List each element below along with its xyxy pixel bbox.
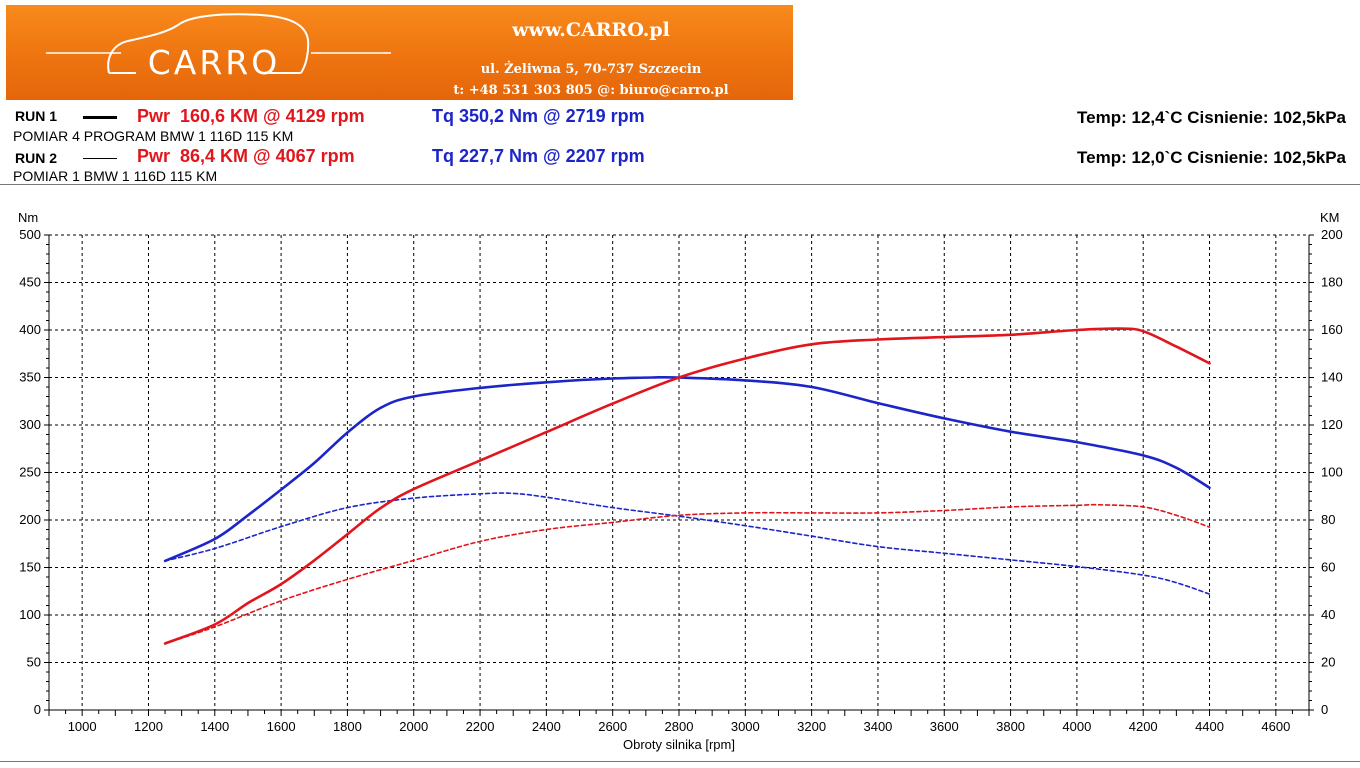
run-1-torque: Tq 350,2 Nm @ 2719 rpm: [432, 106, 645, 126]
run-1-description: POMIAR 4 PROGRAM BMW 1 116D 115 KM: [13, 128, 294, 144]
run-2-conditions: Temp: 12,0`C Cisnienie: 102,5kPa: [1077, 148, 1346, 167]
y-right-tick-label: 100: [1321, 465, 1343, 480]
y-left-tick-label: 50: [27, 655, 41, 670]
x-tick-label: 3600: [930, 719, 959, 734]
y-right-tick-label: 20: [1321, 655, 1335, 670]
y-right-tick-label: 60: [1321, 560, 1335, 575]
run-2-line-key: [83, 158, 117, 159]
y-left-tick-label: 450: [19, 275, 41, 290]
y-right-tick-label: 0: [1321, 702, 1328, 717]
x-tick-label: 4200: [1129, 719, 1158, 734]
run-1-power: Pwr 160,6 KM @ 4129 rpm: [137, 106, 365, 126]
x-tick-label: 1200: [134, 719, 163, 734]
y-left-tick-label: 300: [19, 417, 41, 432]
y-right-tick-label: 120: [1321, 417, 1343, 432]
y-right-tick-label: 140: [1321, 370, 1343, 385]
x-tick-label: 4000: [1062, 719, 1091, 734]
logo-text: CARRO: [148, 43, 280, 82]
series-run-2-pwr: [164, 503, 1211, 645]
y-left-tick-label: 0: [34, 702, 41, 717]
run-2-label: RUN 2: [15, 150, 58, 166]
y-right-tick-label: 180: [1321, 275, 1343, 290]
x-tick-label: 1000: [68, 719, 97, 734]
site-url: www.CARRO.pl: [512, 19, 670, 41]
x-tick-label: 1600: [267, 719, 296, 734]
header-separator: [0, 184, 1360, 185]
x-tick-label: 1800: [333, 719, 362, 734]
x-tick-label: 2600: [598, 719, 627, 734]
run-1-conditions: Temp: 12,4`C Cisnienie: 102,5kPa: [1077, 108, 1346, 127]
y-left-tick-label: 350: [19, 370, 41, 385]
y-left-tick-label: 500: [19, 227, 41, 242]
run-2-torque: Tq 227,7 Nm @ 2207 rpm: [432, 146, 645, 166]
y-right-tick-label: 200: [1321, 227, 1343, 242]
y-right-tick-label: 160: [1321, 322, 1343, 337]
x-tick-label: 3200: [797, 719, 826, 734]
x-tick-label: 3400: [863, 719, 892, 734]
dyno-chart: 1000 1200 1400 1600 1800 2000 2200 2400 2600 2800…: [18, 210, 1343, 752]
x-tick-label: 2400: [532, 719, 561, 734]
carro-logo: CARRO: [46, 13, 391, 82]
x-tick-label: 4600: [1261, 719, 1290, 734]
x-tick-label: 4400: [1195, 719, 1224, 734]
footer-separator: [0, 761, 1360, 762]
y-left-label: Nm: [18, 210, 38, 225]
address: ul. Żeliwna 5, 70-737 Szczecin: [480, 62, 702, 77]
y-left-tick-label: 250: [19, 465, 41, 480]
y-right-tick-label: 80: [1321, 512, 1335, 527]
series-run-1-tq: [163, 375, 1211, 563]
x-tick-label: 3800: [996, 719, 1025, 734]
x-tick-label: 2800: [665, 719, 694, 734]
run-2-description: POMIAR 1 BMW 1 116D 115 KM: [13, 168, 218, 184]
series-run-1-pwr: [163, 327, 1211, 645]
x-tick-label: 2200: [466, 719, 495, 734]
y-right-tick-label: 40: [1321, 607, 1335, 622]
x-tick-label: 3000: [731, 719, 760, 734]
run-1-label: RUN 1: [15, 108, 58, 124]
brand-banner: CARRO www.CARRO.pl ul. Żeliwna 5, 70-737…: [6, 5, 793, 100]
run-2-power: Pwr 86,4 KM @ 4067 rpm: [137, 146, 355, 166]
series-run-2-tq: [164, 492, 1211, 595]
y-left-tick-label: 400: [19, 322, 41, 337]
run-1-line-key: [83, 116, 117, 119]
y-left-tick-label: 100: [19, 607, 41, 622]
x-axis-label: Obroty silnika [rpm]: [623, 737, 735, 752]
contact-info: t: +48 531 303 805 @: biuro@carro.pl: [453, 83, 729, 98]
car-silhouette-icon: [107, 13, 310, 74]
y-right-label: KM: [1320, 210, 1340, 225]
y-left-tick-label: 150: [19, 560, 41, 575]
x-tick-label: 1400: [200, 719, 229, 734]
y-left-tick-label: 200: [19, 512, 41, 527]
x-tick-label: 2000: [399, 719, 428, 734]
